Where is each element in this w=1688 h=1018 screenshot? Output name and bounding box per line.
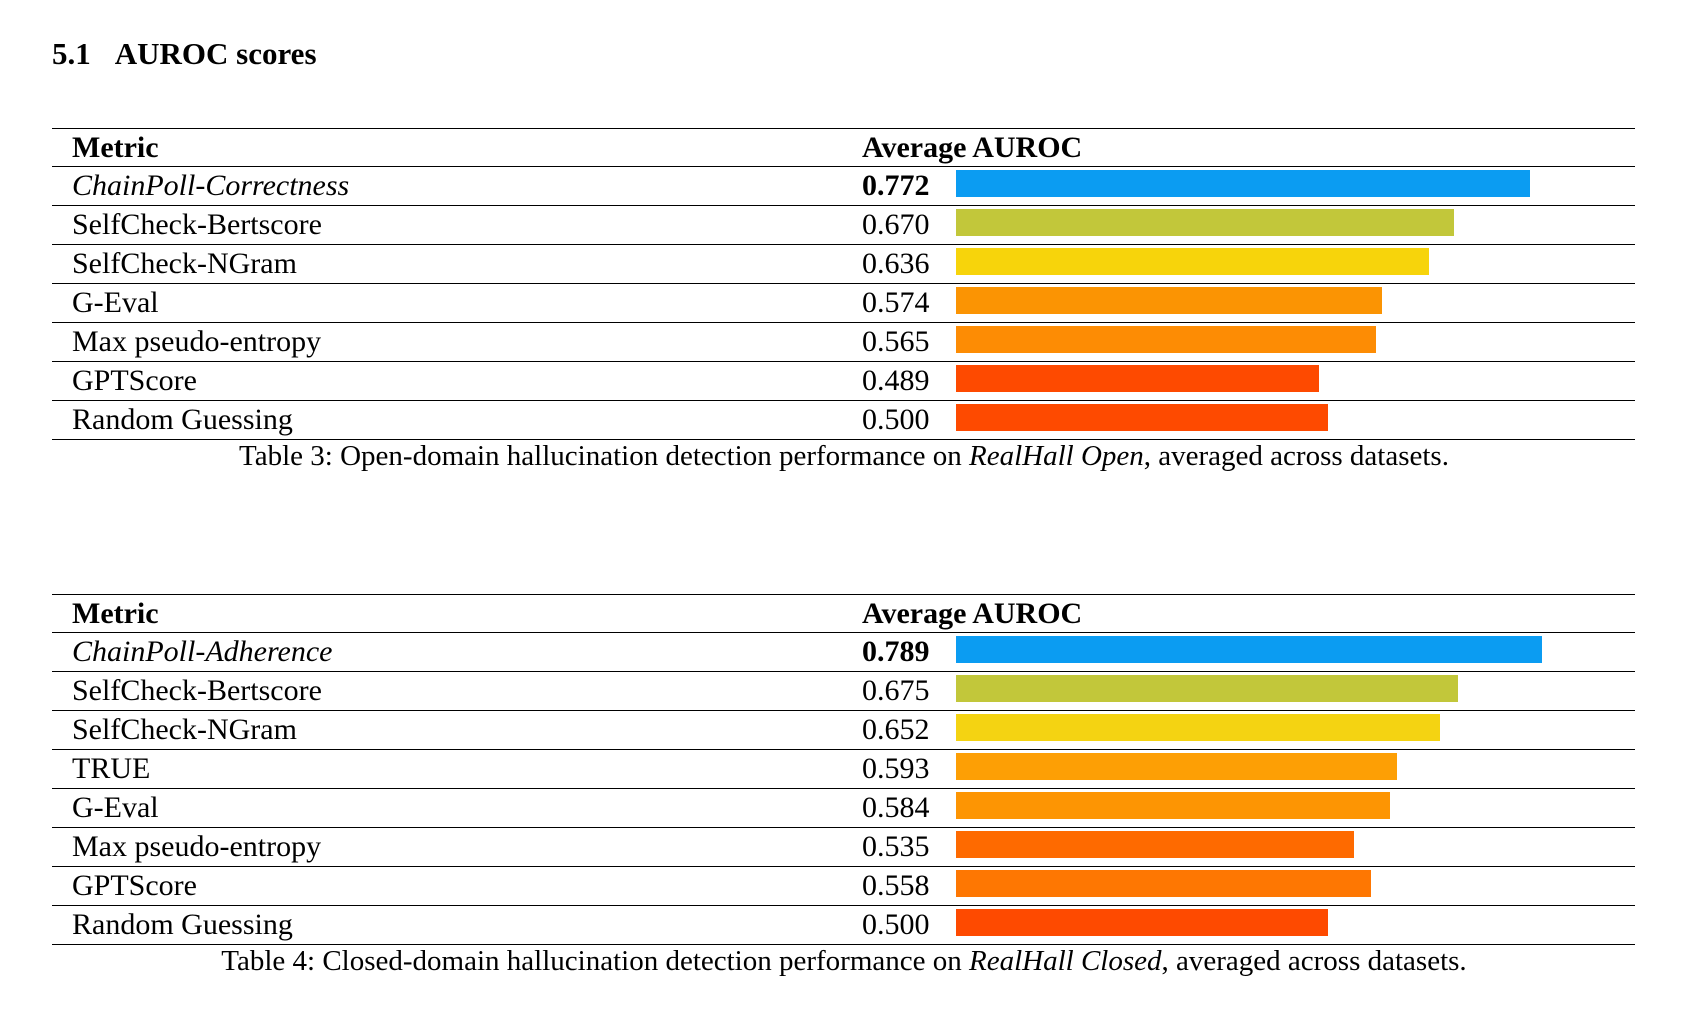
table-row: GPTScore 0.558 bbox=[52, 866, 1635, 905]
auroc-value: 0.584 bbox=[862, 791, 930, 824]
metric-name: ChainPoll-Correctness bbox=[72, 169, 350, 202]
table-row: Max pseudo-entropy 0.565 bbox=[52, 322, 1635, 361]
table-bottom-rule bbox=[52, 944, 1635, 945]
auroc-value: 0.574 bbox=[862, 286, 930, 319]
row-divider bbox=[52, 827, 1635, 828]
metric-name: Random Guessing bbox=[72, 908, 293, 941]
row-divider bbox=[52, 632, 1635, 633]
metric-name: SelfCheck-NGram bbox=[72, 713, 297, 746]
auroc-bar bbox=[956, 753, 1397, 780]
metric-name: SelfCheck-NGram bbox=[72, 247, 297, 280]
header-average-auroc: Average AUROC bbox=[862, 131, 1083, 164]
metric-name: SelfCheck-Bertscore bbox=[72, 674, 322, 707]
auroc-value: 0.789 bbox=[862, 635, 930, 668]
metric-name: G-Eval bbox=[72, 791, 159, 824]
auroc-bar bbox=[956, 209, 1454, 236]
auroc-bar bbox=[956, 675, 1458, 702]
row-divider bbox=[52, 788, 1635, 789]
metric-name: Random Guessing bbox=[72, 403, 293, 436]
metric-name: GPTScore bbox=[72, 364, 197, 397]
table-row: ChainPoll-Correctness 0.772 bbox=[52, 166, 1635, 205]
auroc-value: 0.489 bbox=[862, 364, 930, 397]
auroc-bar bbox=[956, 248, 1429, 275]
table-row: TRUE 0.593 bbox=[52, 749, 1635, 788]
metric-name: Max pseudo-entropy bbox=[72, 830, 322, 863]
auroc-bar bbox=[956, 909, 1328, 936]
row-divider bbox=[52, 400, 1635, 401]
table-row: SelfCheck-Bertscore 0.670 bbox=[52, 205, 1635, 244]
row-divider bbox=[52, 671, 1635, 672]
table-bottom-rule bbox=[52, 439, 1635, 440]
auroc-value: 0.500 bbox=[862, 403, 930, 436]
table-row: Random Guessing 0.500 bbox=[52, 905, 1635, 944]
table-top-rule bbox=[52, 594, 1635, 595]
auroc-value: 0.500 bbox=[862, 908, 930, 941]
row-divider bbox=[52, 205, 1635, 206]
auroc-bar bbox=[956, 326, 1376, 353]
table-row: G-Eval 0.584 bbox=[52, 788, 1635, 827]
table-row: Max pseudo-entropy 0.535 bbox=[52, 827, 1635, 866]
table-row: ChainPoll-Adherence 0.789 bbox=[52, 632, 1635, 671]
metric-name: G-Eval bbox=[72, 286, 159, 319]
row-divider bbox=[52, 866, 1635, 867]
auroc-value: 0.675 bbox=[862, 674, 930, 707]
table-caption: Table 4: Closed-domain hallucination det… bbox=[221, 945, 1467, 977]
section-heading: 5.1 AUROC scores bbox=[52, 32, 317, 76]
section-number: 5.1 bbox=[52, 36, 91, 71]
table-header-row: Metric Average AUROC bbox=[52, 128, 1635, 166]
table-header-row: Metric Average AUROC bbox=[52, 594, 1635, 632]
row-divider bbox=[52, 283, 1635, 284]
table-row: SelfCheck-NGram 0.652 bbox=[52, 710, 1635, 749]
metric-name: Max pseudo-entropy bbox=[72, 325, 322, 358]
header-metric: Metric bbox=[72, 131, 159, 164]
row-divider bbox=[52, 710, 1635, 711]
header-average-auroc: Average AUROC bbox=[862, 597, 1083, 630]
row-divider bbox=[52, 244, 1635, 245]
table-row: GPTScore 0.489 bbox=[52, 361, 1635, 400]
auroc-value: 0.593 bbox=[862, 752, 930, 785]
row-divider bbox=[52, 166, 1635, 167]
auroc-bar bbox=[956, 636, 1542, 663]
table-row: G-Eval 0.574 bbox=[52, 283, 1635, 322]
table-top-rule bbox=[52, 128, 1635, 129]
auroc-value: 0.670 bbox=[862, 208, 930, 241]
auroc-bar bbox=[956, 404, 1328, 431]
section-title: AUROC scores bbox=[114, 36, 317, 71]
auroc-value: 0.636 bbox=[862, 247, 930, 280]
auroc-value: 0.558 bbox=[862, 869, 930, 902]
header-metric: Metric bbox=[72, 597, 159, 630]
auroc-bar bbox=[956, 287, 1382, 314]
table-row: SelfCheck-Bertscore 0.675 bbox=[52, 671, 1635, 710]
row-divider bbox=[52, 322, 1635, 323]
auroc-bar bbox=[956, 365, 1319, 392]
row-divider bbox=[52, 361, 1635, 362]
auroc-bar bbox=[956, 831, 1354, 858]
auroc-value: 0.565 bbox=[862, 325, 930, 358]
auroc-value: 0.535 bbox=[862, 830, 930, 863]
auroc-bar bbox=[956, 714, 1440, 741]
row-divider bbox=[52, 905, 1635, 906]
table-row: Random Guessing 0.500 bbox=[52, 400, 1635, 439]
auroc-bar bbox=[956, 170, 1530, 197]
auroc-bar bbox=[956, 870, 1371, 897]
metric-name: SelfCheck-Bertscore bbox=[72, 208, 322, 241]
metric-name: TRUE bbox=[72, 752, 151, 785]
metric-name: GPTScore bbox=[72, 869, 197, 902]
table-caption: Table 3: Open-domain hallucination detec… bbox=[239, 440, 1449, 472]
table-row: SelfCheck-NGram 0.636 bbox=[52, 244, 1635, 283]
auroc-value: 0.772 bbox=[862, 169, 930, 202]
auroc-bar bbox=[956, 792, 1390, 819]
row-divider bbox=[52, 749, 1635, 750]
auroc-value: 0.652 bbox=[862, 713, 930, 746]
metric-name: ChainPoll-Adherence bbox=[72, 635, 333, 668]
